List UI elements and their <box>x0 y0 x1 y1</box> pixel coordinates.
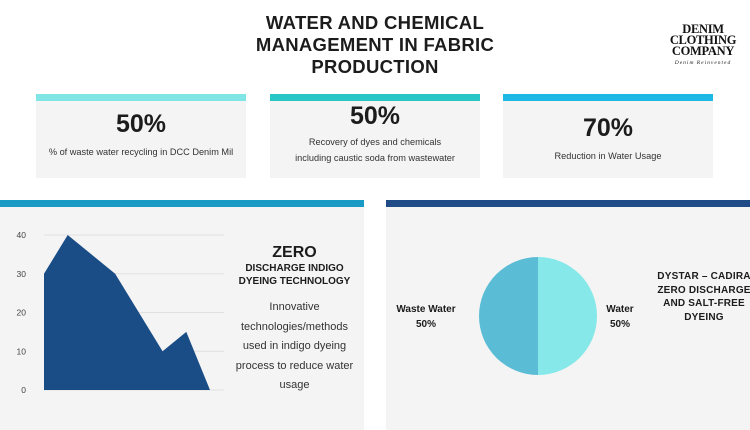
stat-card-waste-water-recycling: 50% % of waste water recycling in DCC De… <box>36 94 246 178</box>
y-tick-label: 0 <box>21 385 26 395</box>
dystar-heading: DYSTAR – CADIRA ZERO DISCHARGE AND SALT-… <box>657 271 750 323</box>
stat-label: Recovery of dyes and chemicals including… <box>295 137 455 163</box>
panel-accent-bar <box>0 200 364 207</box>
logo-line: CLOTHING <box>669 33 737 47</box>
stat-label: % of waste water recycling in DCC Denim … <box>48 147 234 157</box>
zero-description: Innovative technologies/methods used in … <box>235 301 354 391</box>
pie-label-percent: 50% <box>415 319 436 330</box>
zero-discharge-panel: 0 10 20 30 40 ZERO DISCHARGE INDIGO DYEING T… <box>0 200 364 430</box>
pie-label-waste-water: Waste Water 50% <box>392 302 460 332</box>
stat-card-accent-bar <box>270 94 480 101</box>
page-title: WATER AND CHEMICAL MANAGEMENT IN FABRIC … <box>200 12 550 78</box>
title-line: MANAGEMENT IN FABRIC <box>255 34 495 55</box>
pie-label-name: Water <box>606 304 634 315</box>
pie-label-percent: 50% <box>609 319 630 330</box>
logo-line: COMPANY <box>671 44 735 58</box>
y-tick-label: 40 <box>17 230 27 240</box>
y-tick-label: 20 <box>17 308 27 318</box>
pie-label-name: Waste Water <box>396 304 456 315</box>
area-chart: 0 10 20 30 40 <box>17 230 224 395</box>
stat-card-dye-recovery: 50% Recovery of dyes and chemicals inclu… <box>270 94 480 178</box>
panel-accent-bar <box>386 200 750 207</box>
pie-label-water: Water 50% <box>600 302 640 332</box>
pie-chart <box>479 257 597 375</box>
stat-value: 70% <box>582 114 634 142</box>
logo-line: DENIM <box>682 22 724 36</box>
y-tick-label: 10 <box>17 346 27 356</box>
stat-card-accent-bar <box>36 94 246 101</box>
stat-card-accent-bar <box>503 94 713 101</box>
title-line: PRODUCTION <box>311 56 439 77</box>
logo-tagline: Denim Reinvented <box>674 60 732 66</box>
stat-value: 50% <box>115 110 167 138</box>
area-series <box>44 235 210 390</box>
dystar-panel: Waste Water 50% Water 50% DYSTAR – CADIR… <box>386 200 750 430</box>
pie-slice-waste-water <box>479 257 538 375</box>
zero-subheading: DISCHARGE INDIGO DYEING TECHNOLOGY <box>238 263 351 287</box>
zero-heading: ZERO <box>272 244 317 261</box>
stat-card-water-usage-reduction: 70% Reduction in Water Usage <box>503 94 713 178</box>
y-tick-label: 30 <box>17 269 27 279</box>
pie-slice-water <box>538 257 597 375</box>
title-line: WATER AND CHEMICAL <box>265 12 485 33</box>
company-logo: DENIM CLOTHING COMPANY Denim Reinvented <box>664 22 742 66</box>
stat-label: Reduction in Water Usage <box>554 151 662 161</box>
stat-value: 50% <box>349 102 401 130</box>
